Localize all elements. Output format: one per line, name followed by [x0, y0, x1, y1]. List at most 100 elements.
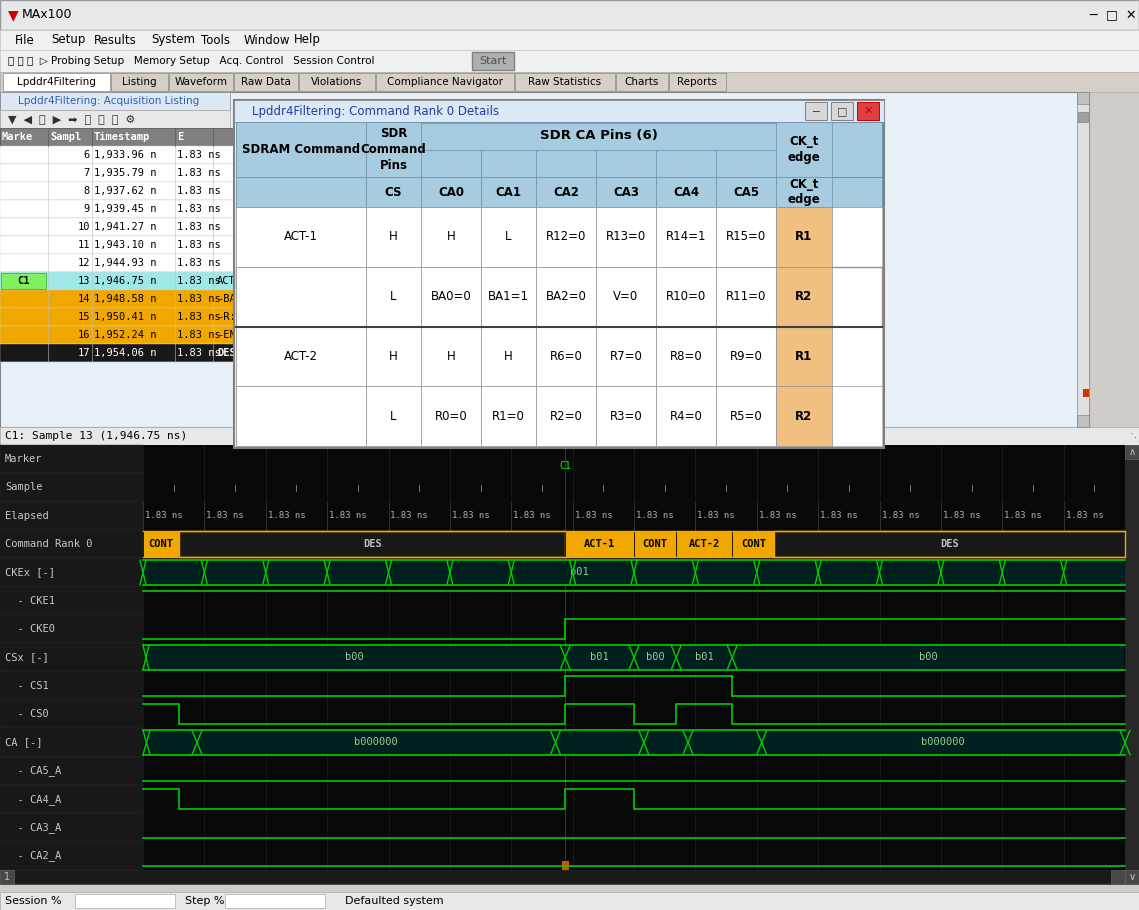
Bar — [0, 290, 620, 308]
Bar — [776, 177, 831, 207]
Bar — [236, 267, 882, 327]
Text: ─: ─ — [812, 106, 819, 116]
Text: 1.83 ns: 1.83 ns — [759, 511, 796, 521]
Text: 1.83 ns: 1.83 ns — [177, 204, 221, 214]
Bar — [536, 207, 596, 267]
Text: R11=0: R11=0 — [726, 290, 767, 303]
Text: 1.83 ns: 1.83 ns — [697, 511, 735, 521]
Bar — [75, 894, 175, 908]
Bar — [144, 785, 1125, 814]
Bar — [144, 445, 1125, 473]
Text: 1.83 ns: 1.83 ns — [329, 511, 367, 521]
Text: Violations: Violations — [311, 77, 362, 87]
Bar — [677, 531, 732, 557]
Bar — [298, 73, 375, 91]
Bar — [1077, 92, 1089, 104]
Text: DES: DES — [941, 539, 959, 549]
Bar — [1125, 445, 1139, 459]
Bar — [0, 445, 144, 473]
Bar — [179, 531, 565, 557]
Text: 14: 14 — [77, 294, 90, 304]
Text: R6=0: R6=0 — [549, 349, 582, 363]
Bar — [144, 473, 1125, 501]
Bar — [421, 150, 481, 177]
Text: 1.83 ns: 1.83 ns — [391, 511, 428, 521]
Text: BA0=0: BA0=0 — [431, 290, 472, 303]
Text: Help: Help — [294, 34, 321, 46]
Bar — [0, 814, 144, 842]
Bar — [236, 122, 366, 177]
Text: 1,948.58 n: 1,948.58 n — [95, 294, 156, 304]
Text: Tools: Tools — [200, 34, 230, 46]
Bar — [536, 386, 596, 446]
Text: Marke: Marke — [2, 132, 33, 142]
Text: 1.83 ns: 1.83 ns — [177, 150, 221, 160]
Text: C1: Sample 13 (1,946.75 ns): C1: Sample 13 (1,946.75 ns) — [5, 431, 187, 441]
Bar — [144, 561, 1125, 584]
Text: R0=0: R0=0 — [435, 410, 467, 422]
Bar — [0, 128, 620, 146]
Bar — [0, 842, 144, 870]
Text: -BA:2: -BA:2 — [218, 294, 248, 304]
Text: BA2=0: BA2=0 — [546, 290, 587, 303]
Bar — [110, 73, 169, 91]
Bar — [0, 587, 144, 615]
Text: R12=0: R12=0 — [546, 230, 587, 243]
Bar — [144, 672, 1125, 700]
Text: 1.83 ns: 1.83 ns — [177, 168, 221, 178]
Text: - CS1: - CS1 — [5, 681, 49, 691]
Bar — [0, 272, 620, 290]
Text: 1.83 ns: 1.83 ns — [1066, 511, 1104, 521]
Bar — [0, 0, 1139, 30]
Text: 1.83 ns: 1.83 ns — [820, 511, 858, 521]
Bar — [1083, 389, 1089, 397]
Text: b01: b01 — [590, 652, 609, 662]
Text: E: E — [177, 132, 183, 142]
Bar — [0, 344, 620, 362]
Bar — [0, 254, 620, 272]
Text: 1,944.93 n: 1,944.93 n — [95, 258, 156, 268]
Bar — [669, 73, 726, 91]
Bar — [421, 123, 776, 150]
Bar — [366, 267, 421, 327]
Text: 16: 16 — [77, 330, 90, 340]
Bar — [831, 102, 853, 120]
Text: □: □ — [1106, 8, 1117, 22]
Bar — [634, 531, 677, 557]
Bar — [481, 177, 536, 207]
Text: Elapsed: Elapsed — [5, 511, 49, 521]
Bar — [716, 267, 776, 327]
Text: ACT: ACT — [218, 276, 236, 286]
Bar — [656, 207, 716, 267]
Text: Session %: Session % — [5, 896, 62, 906]
Text: CA3: CA3 — [613, 186, 639, 198]
Bar — [144, 700, 1125, 728]
Bar — [536, 150, 596, 177]
Text: R9=0: R9=0 — [730, 349, 762, 363]
Bar — [0, 892, 1139, 910]
Bar — [421, 207, 481, 267]
Text: 1.83 ns: 1.83 ns — [177, 222, 221, 232]
Text: Waveform: Waveform — [174, 77, 228, 87]
Text: CA5: CA5 — [732, 186, 759, 198]
Text: 1,937.62 n: 1,937.62 n — [95, 186, 156, 196]
Bar — [0, 218, 620, 236]
Text: ∧: ∧ — [1129, 447, 1136, 457]
Bar — [366, 386, 421, 446]
Text: 1.83 ns: 1.83 ns — [177, 348, 221, 358]
Bar — [481, 267, 536, 327]
Text: 1,952.24 n: 1,952.24 n — [95, 330, 156, 340]
Bar — [0, 200, 620, 218]
Text: Sample: Sample — [5, 482, 42, 492]
Text: ACT-1: ACT-1 — [284, 230, 318, 243]
Text: b00: b00 — [646, 652, 664, 662]
Bar — [144, 842, 1125, 870]
Text: b000000: b000000 — [921, 737, 965, 747]
Bar — [566, 645, 633, 670]
Bar — [0, 785, 144, 814]
Bar — [0, 164, 620, 182]
Bar — [421, 267, 481, 327]
Bar — [678, 645, 731, 670]
Text: 1.83 ns: 1.83 ns — [177, 258, 221, 268]
Text: 1.83 ns: 1.83 ns — [177, 312, 221, 322]
